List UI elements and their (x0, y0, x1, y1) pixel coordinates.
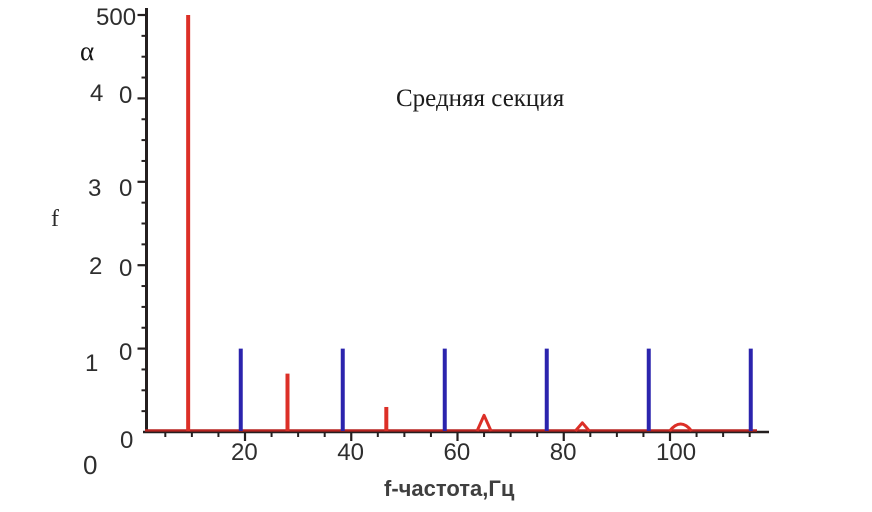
y-axis-digit-4: 4 (90, 80, 104, 107)
chart-title: Средняя секция (396, 85, 565, 112)
below-origin-zero-label: 0 (83, 450, 98, 480)
alpha-symbol-label: α (80, 36, 95, 66)
y-axis-zero-100: 0 (119, 339, 133, 366)
red-odd-harmonics-peak (668, 422, 693, 432)
y-axis-zero-200: 0 (119, 255, 133, 282)
red-odd-harmonics-peak (475, 413, 493, 432)
y-axis-zero-300: 0 (119, 175, 133, 202)
f-symbol-label: f (51, 206, 59, 232)
x-axis-tick-label-20: 20 (231, 439, 258, 466)
x-axis-tick-label-100: 100 (656, 439, 697, 466)
y-axis-digit-1: 1 (85, 350, 99, 377)
y-axis-digit-2: 2 (89, 253, 103, 280)
x-axis-title: f-частота,Гц (384, 476, 515, 501)
y-axis-digit-3: 3 (88, 175, 102, 202)
y-axis-label-500: 500 (96, 4, 137, 31)
x-axis-tick-label-60: 60 (443, 439, 471, 466)
x-axis-tick-label-40: 40 (337, 439, 364, 466)
x-axis-tick-label-80: 80 (549, 439, 577, 466)
y-axis-zero-400: 0 (119, 82, 133, 109)
y-axis-label-0: 0 (120, 427, 134, 454)
red-odd-harmonics-peak (574, 421, 591, 432)
